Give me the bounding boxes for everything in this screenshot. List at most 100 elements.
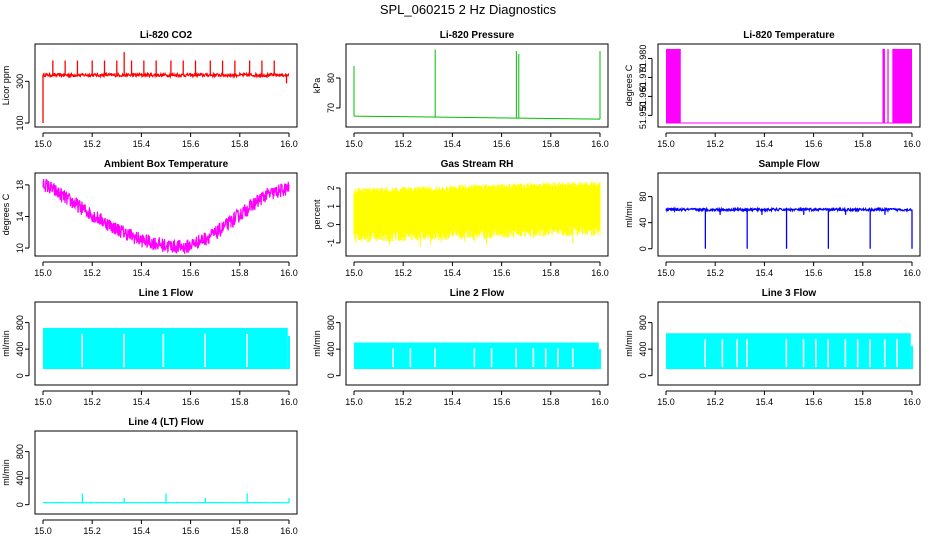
x-tick-label: 15.2 xyxy=(706,139,724,149)
x-tick-label: 15.0 xyxy=(34,139,52,149)
data-gap xyxy=(246,333,248,368)
x-tick-label: 16.0 xyxy=(591,139,609,149)
y-tick-label: 40 xyxy=(638,218,648,228)
y-axis-label: ml/min xyxy=(624,330,634,357)
x-tick-label: 15.8 xyxy=(854,139,872,149)
x-tick-label: 15.8 xyxy=(231,268,249,278)
panel-8: Line 2 Flow 15.0 15.2 15.4 15.6 15.8 16.0 0 400 8… xyxy=(312,288,609,407)
y-tick-label: 80 xyxy=(326,73,336,83)
x-tick-label: 15.4 xyxy=(133,526,151,536)
series-line-4 xyxy=(42,493,290,504)
y-tick-label: 0 xyxy=(326,373,336,378)
x-tick-label: 15.0 xyxy=(345,139,363,149)
y-tick-label: 18 xyxy=(15,180,25,190)
series-pressure xyxy=(353,49,601,120)
data-gap xyxy=(746,339,748,368)
data-band-end xyxy=(910,345,913,370)
data-gap xyxy=(856,339,859,368)
y-axis-label: ml/min xyxy=(312,330,322,357)
y-tick-label: 51.960 xyxy=(638,83,648,111)
plot-frame xyxy=(34,430,298,515)
y-tick-label: 10 xyxy=(15,243,25,253)
x-tick-label: 15.8 xyxy=(542,139,560,149)
x-tick-label: 15.8 xyxy=(854,268,872,278)
panel-title: Ambient Box Temperature xyxy=(104,159,229,170)
y-axis-label: ml/min xyxy=(624,201,634,228)
data-gap xyxy=(544,348,547,368)
data-line xyxy=(665,206,913,214)
data-gap xyxy=(392,348,394,368)
data-gap xyxy=(434,348,436,368)
y-axis-label: degrees C xyxy=(1,193,11,235)
data-gap xyxy=(123,333,125,368)
y-tick-label: 1 xyxy=(326,204,336,209)
data-gap xyxy=(736,339,738,368)
x-tick-label: 16.0 xyxy=(591,397,609,407)
y-axis-label: ml/min xyxy=(1,330,11,357)
data-gap xyxy=(409,348,412,368)
y-tick-label: 2 xyxy=(326,185,336,190)
x-tick-label: 15.0 xyxy=(657,268,675,278)
x-tick-label: 15.8 xyxy=(231,397,249,407)
data-gap xyxy=(557,348,559,368)
data-gap xyxy=(473,348,476,368)
plot-frame xyxy=(34,172,298,257)
x-tick-label: 15.4 xyxy=(756,268,774,278)
panel-10: Line 4 (LT) Flow 15.0 15.2 15.4 15.6 15.8 16.0… xyxy=(1,417,298,536)
y-tick-label: 800 xyxy=(638,315,648,330)
data-line xyxy=(353,115,601,120)
series-rh xyxy=(353,181,601,247)
panel-title: Line 2 Flow xyxy=(450,288,505,299)
data-gap xyxy=(815,339,817,368)
data-band xyxy=(354,342,599,370)
y-tick-label: 0 xyxy=(638,373,648,378)
y-tick-label: 0 xyxy=(15,502,25,507)
x-tick-label: 15.8 xyxy=(231,526,249,536)
panel-4: Ambient Box Temperature 15.0 15.2 15.4 15.6 1… xyxy=(1,159,298,278)
x-tick-label: 15.6 xyxy=(182,268,200,278)
data-gap xyxy=(802,339,805,368)
x-tick-label: 15.4 xyxy=(133,268,151,278)
x-tick-label: 15.6 xyxy=(805,139,823,149)
data-band xyxy=(892,48,912,123)
y-tick-label: 14 xyxy=(15,211,25,221)
y-tick-label: 800 xyxy=(15,444,25,459)
series-box-temp xyxy=(42,179,290,254)
x-tick-label: 15.2 xyxy=(394,397,412,407)
y-tick-label: 51.970 xyxy=(638,64,648,92)
y-tick-label: 80 xyxy=(638,192,648,202)
data-line xyxy=(42,179,290,254)
plot-frame xyxy=(657,172,921,257)
plot-frame xyxy=(345,172,609,257)
y-tick-label: 51.950 xyxy=(638,102,648,130)
plot-frame xyxy=(657,301,921,386)
data-gap xyxy=(704,339,706,368)
x-tick-label: 15.4 xyxy=(444,397,462,407)
y-tick-label: 51.980 xyxy=(638,45,648,73)
x-tick-label: 15.4 xyxy=(756,397,774,407)
x-tick-label: 16.0 xyxy=(903,397,921,407)
y-tick-label: 800 xyxy=(326,315,336,330)
page-title: SPL_060215 2 Hz Diagnostics xyxy=(379,2,557,17)
data-gap xyxy=(532,348,535,368)
x-tick-label: 15.4 xyxy=(444,268,462,278)
data-band xyxy=(666,333,911,370)
series-line-2 xyxy=(354,342,601,370)
x-tick-label: 16.0 xyxy=(903,139,921,149)
y-tick-label: 0 xyxy=(326,222,336,227)
x-tick-label: 15.6 xyxy=(805,397,823,407)
panel-title: Li-820 Pressure xyxy=(440,30,515,41)
y-tick-label: 400 xyxy=(638,342,648,357)
data-gap xyxy=(162,333,165,368)
x-tick-label: 15.8 xyxy=(854,397,872,407)
series-sample-flow xyxy=(665,206,913,249)
panel-title: Line 4 (LT) Flow xyxy=(128,417,204,428)
data-band xyxy=(887,48,889,123)
x-tick-label: 16.0 xyxy=(280,397,298,407)
y-axis-label: degrees C xyxy=(624,64,634,106)
x-tick-label: 16.0 xyxy=(591,268,609,278)
series-co2 xyxy=(42,52,290,123)
y-axis-label: ml/min xyxy=(1,459,11,486)
x-tick-label: 16.0 xyxy=(280,526,298,536)
